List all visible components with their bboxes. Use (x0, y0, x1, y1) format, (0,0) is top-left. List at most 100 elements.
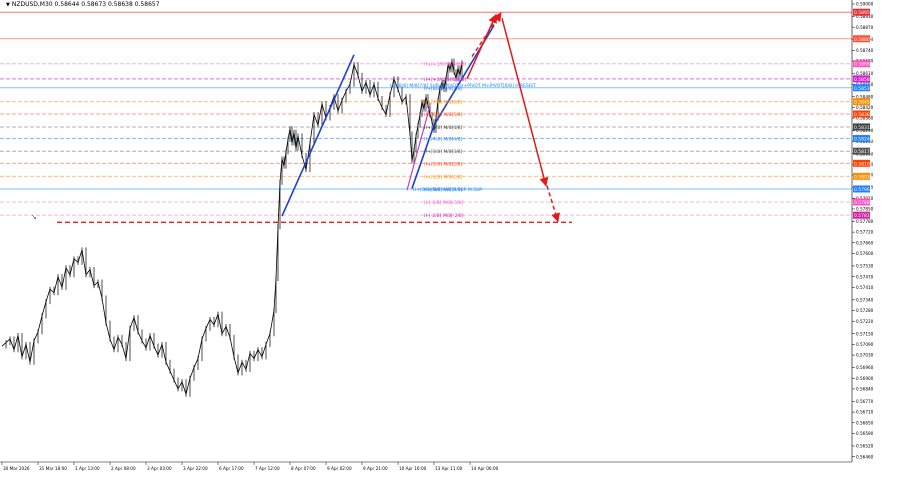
x-tick-label: 3 Apr 22:00 (183, 466, 208, 471)
price-badge-text: 0.58530 (854, 86, 873, 92)
y-tick-label: 0.57720 (856, 230, 874, 235)
level-label: H+[3/8] M/8[3/8] (424, 149, 463, 155)
level-label: H+[6/8] M/8[5/8] (424, 112, 463, 118)
y-tick-label: 0.58290 (856, 128, 874, 133)
level-label: H+[5/8] M/8[4/8] (424, 125, 463, 131)
price-badge (853, 75, 870, 83)
blue-trendline (281, 54, 355, 217)
x-tick-label: 30 Mar 2026 (3, 466, 30, 471)
y-tick-label: 0.58740 (856, 48, 874, 53)
price-badge-text: 0.58310 (854, 125, 873, 131)
y-tick-label: 0.56960 (856, 365, 874, 370)
price-badge-text: 0.58452 (854, 100, 873, 106)
x-tick-label: 1 Apr 13:00 (75, 466, 100, 471)
level-label: H+[1/8] M/8[1/8] (424, 174, 463, 180)
price-badge (853, 135, 870, 143)
x-tick-label: 9 Apr 21:00 (363, 466, 388, 471)
y-tick-label: 0.57280 (856, 308, 874, 313)
x-tick-label: 8 Apr 07:00 (291, 466, 316, 471)
x-tick-label: 6 Apr 17:00 (219, 466, 244, 471)
x-tick-label: 7 Apr 12:00 (255, 466, 280, 471)
level-label: H+[7/8] M/8[6/8] (424, 100, 463, 106)
y-tick-label: 0.58420 (856, 105, 874, 110)
y-tick-label: 0.57030 (856, 353, 874, 358)
y-tick-label: 0.59000 (856, 2, 874, 7)
red-forecast-arrow (471, 12, 502, 57)
price-badge-text: 0.58665 (854, 62, 873, 68)
y-tick-label: 0.57340 (856, 297, 874, 302)
y-tick-label: 0.56900 (856, 376, 874, 381)
level-label: H+[0/8] M/8[0/8] (424, 187, 463, 193)
y-tick-label: 0.56840 (856, 387, 874, 392)
y-tick-label: 0.57660 (856, 240, 874, 245)
price-badge-text: 0.58174 (854, 149, 873, 155)
level-labels-group: H+[+1/8] M/8[8/8] H+[+0/8] M/8[8/8]H+[8/8… (390, 62, 536, 219)
price-badge-text: 0.58245 (854, 137, 873, 143)
y-tick-label: 0.56520 (856, 444, 874, 449)
blue-trendline (411, 124, 435, 189)
y-tick-label: 0.57150 (856, 331, 874, 336)
price-badge-text: 0.57962 (854, 187, 873, 193)
price-badge (853, 8, 870, 16)
price-badge-text: 0.57815 (854, 213, 873, 219)
price-badge (853, 185, 870, 193)
level-label: H-[-1/8] M/8[-1/8] (424, 200, 464, 206)
y-tick-label: 0.58360 (856, 116, 874, 121)
price-badge-text: 0.57889 (854, 200, 873, 206)
price-badge (853, 147, 870, 155)
y-tick-label: 0.56460 (856, 454, 874, 459)
x-tick-label: 3 Apr 03:00 (147, 466, 172, 471)
drawings-group: ↘ (31, 12, 572, 224)
price-badge (853, 198, 870, 206)
x-tick-label: 14 Apr 06:00 (471, 466, 499, 471)
level-label: H-[-2/8] M/8[-2/8] (424, 213, 464, 219)
y-tick-label: 0.58610 (856, 71, 874, 76)
support-label: H+[0/8] M/8[0/8] H.SUP M.SUP (413, 187, 482, 193)
price-badge (853, 172, 870, 180)
y-tick-label: 0.58870 (856, 25, 874, 30)
y-tick-label: 0.57910 (856, 196, 874, 201)
price-badge (853, 159, 870, 167)
chart-title: ▼ NZDUSD,M30 0.58644 0.58673 0.58638 0.58… (6, 1, 160, 8)
price-badge (853, 110, 870, 118)
pivot-label: H+[8/8] M/8[7/8] SUP M.PIVOT H+PIVOT M+P… (390, 83, 536, 89)
price-badge (853, 123, 870, 131)
price-badge (853, 84, 870, 92)
y-tick-label: 0.56710 (856, 410, 874, 415)
cursor-marker-icon: ↘ (31, 213, 37, 221)
y-tick-label: 0.57410 (856, 285, 874, 290)
symbol-timeframe: NZDUSD,M30 (11, 1, 53, 8)
y-tick-label: 0.57850 (856, 207, 874, 212)
y-tick-label: 0.56650 (856, 420, 874, 425)
x-tick-label: 13 Apr 11:00 (435, 466, 463, 471)
level-label: H+[+0/8] M/8[8/8] (424, 77, 466, 83)
red-forecast-arrow (466, 13, 497, 80)
price-badge-text: 0.58805 (854, 37, 873, 43)
x-tick-label: 31 Mar 18:00 (39, 466, 67, 471)
price-axis-ticks: 0.590000.589300.588700.588000.587400.586… (852, 2, 874, 459)
price-badge-text: 0.58580 (854, 77, 873, 83)
x-tick-label: 10 Apr 16:00 (399, 466, 427, 471)
price-badge-text: 0.58383 (854, 112, 873, 118)
y-tick-label: 0.57530 (856, 264, 874, 269)
red-forecast-arrow (546, 185, 560, 223)
y-tick-label: 0.57470 (856, 274, 874, 279)
price-badge (853, 60, 870, 68)
y-tick-label: 0.56770 (856, 399, 874, 404)
x-tick-label: 9 Apr 02:00 (327, 466, 352, 471)
price-series-group (1, 58, 463, 397)
y-tick-label: 0.57780 (856, 219, 874, 224)
y-tick-label: 0.58930 (856, 14, 874, 19)
pink-trendline (406, 105, 431, 191)
time-axis-ticks: 30 Mar 2026 31 Mar 18:00 1 Apr 13:00 2 Apr … (1, 462, 499, 471)
red-forecast-arrow (501, 18, 549, 187)
y-tick-label: 0.57600 (856, 251, 874, 256)
level-label: H+[+1/8] M/8[8/8] (424, 62, 466, 68)
y-tick-label: 0.58480 (856, 94, 874, 99)
price-badge-text: 0.58954 (854, 10, 873, 16)
y-tick-label: 0.57220 (856, 319, 874, 324)
level-label: H+[2/8] M/8[2/8] (424, 161, 463, 167)
